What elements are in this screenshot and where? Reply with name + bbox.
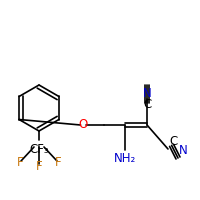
Text: F: F [36, 160, 42, 172]
Text: C: C [143, 98, 151, 111]
Text: F: F [55, 156, 61, 170]
Text: NH₂: NH₂ [114, 152, 136, 165]
Text: N: N [143, 87, 151, 100]
Text: O: O [78, 118, 88, 132]
Text: CF₃: CF₃ [29, 143, 49, 156]
Text: N: N [179, 144, 188, 157]
Text: F: F [17, 156, 23, 170]
Text: C: C [169, 135, 177, 148]
